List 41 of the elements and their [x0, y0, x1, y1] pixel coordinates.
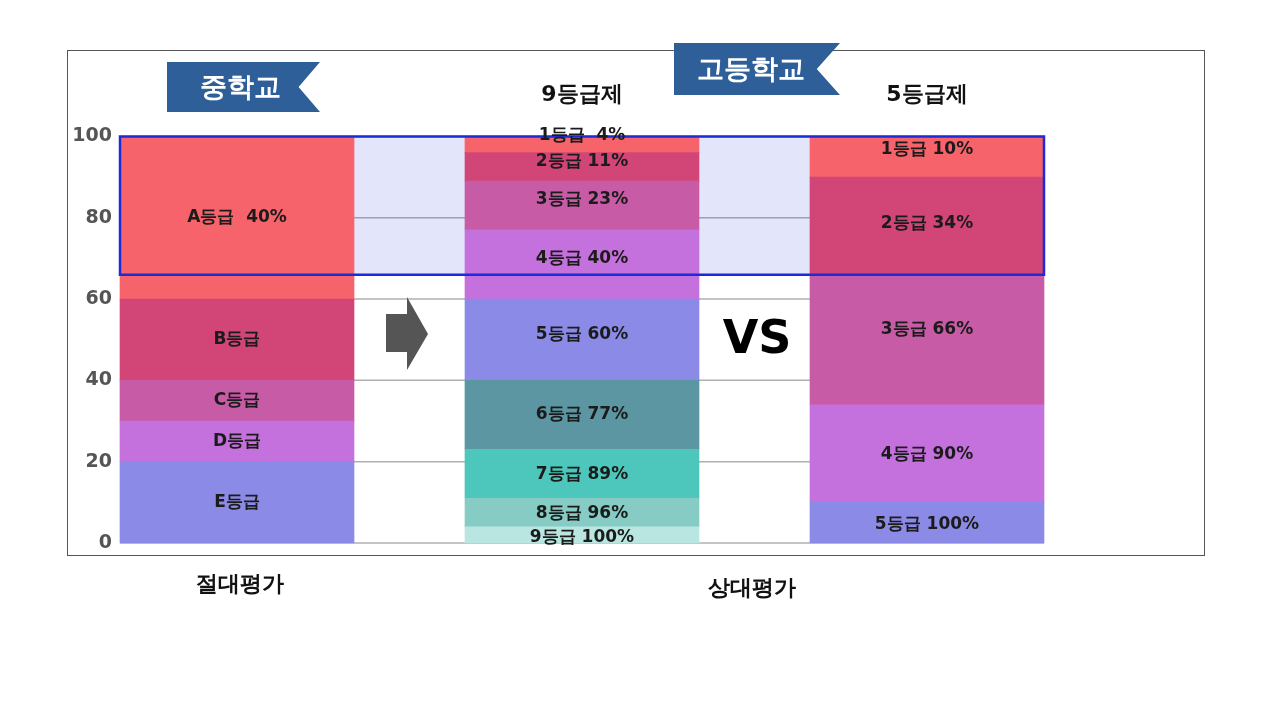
data-label: D등급 — [212, 429, 262, 450]
bar — [119, 420, 355, 463]
data-label: A등급 40% — [187, 206, 287, 227]
bar — [464, 380, 700, 450]
annotation: 8등급 96% — [535, 501, 629, 522]
annotation: 2등급 34% — [880, 211, 974, 232]
y-tick-label: 20 — [85, 448, 112, 471]
y-tick-label: 0 — [98, 529, 112, 552]
bar — [809, 404, 1045, 503]
annotation: 5등급 100% — [874, 512, 980, 533]
y-tick-label: 40 — [85, 367, 112, 390]
annotation: 6등급 77% — [535, 402, 629, 423]
text: 고등학교 — [697, 53, 805, 85]
annotation: VS — [722, 309, 792, 364]
annotation: 4등급 90% — [880, 442, 974, 463]
bar — [464, 449, 700, 499]
annotation: 4등급 40% — [535, 246, 629, 267]
bar — [809, 502, 1045, 544]
annotation: 7등급 89% — [535, 462, 629, 483]
data-label: E등급 — [214, 490, 260, 511]
x-tick-label: 5등급제 — [886, 80, 968, 106]
data-label: B등급 — [213, 328, 261, 349]
data-label: C등급 — [213, 389, 261, 410]
text: 상대평가 — [708, 574, 796, 601]
annotation: 2등급 11% — [535, 149, 629, 170]
bar — [119, 461, 355, 544]
annotation: 1등급 10% — [880, 137, 974, 158]
annotation: 5등급 60% — [535, 322, 629, 343]
y-tick-label: 100 — [72, 123, 112, 146]
text: 절대평가 — [196, 570, 284, 597]
bar — [119, 298, 355, 381]
text: 중학교 — [199, 71, 281, 103]
annotation: 9등급 100% — [529, 525, 635, 546]
bar — [119, 380, 355, 422]
annotation: 3등급 66% — [880, 317, 974, 338]
y-tick-label: 80 — [85, 204, 112, 227]
y-tick-label: 60 — [85, 285, 112, 308]
bar — [809, 274, 1045, 406]
x-tick-label: 9등급제 — [541, 80, 623, 106]
annotation: 3등급 23% — [535, 187, 629, 208]
bar — [464, 180, 700, 231]
